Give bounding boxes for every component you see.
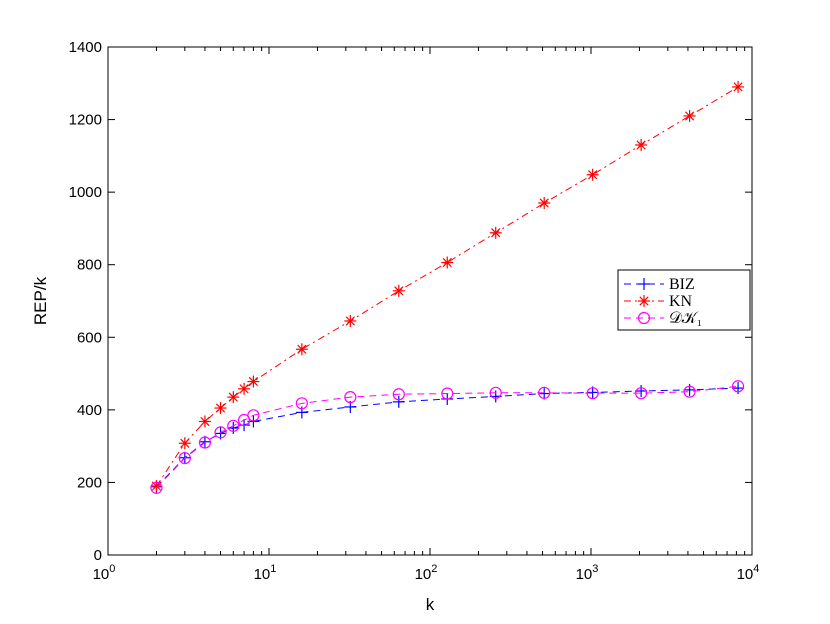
data-point xyxy=(227,422,240,434)
data-point xyxy=(198,435,211,448)
legend-label: KN xyxy=(669,293,693,310)
data-point xyxy=(586,386,599,399)
y-tick-label: 400 xyxy=(77,402,102,419)
legend-marker xyxy=(638,295,650,307)
y-tick-label: 1400 xyxy=(69,39,102,56)
y-tick-label: 600 xyxy=(77,329,102,346)
data-point xyxy=(344,391,357,404)
legend-marker xyxy=(638,278,650,290)
data-point xyxy=(586,387,599,400)
data-point xyxy=(635,138,648,151)
data-point xyxy=(489,226,502,239)
data-point xyxy=(295,397,308,410)
y-tick-label: 1000 xyxy=(69,184,102,201)
x-axis-label: k xyxy=(426,595,435,614)
data-point xyxy=(635,387,648,400)
data-point xyxy=(214,402,227,415)
y-tick-label: 0 xyxy=(94,547,102,564)
series-line-2 xyxy=(156,385,739,489)
x-tick-label: 102 xyxy=(415,563,438,583)
data-point xyxy=(178,437,191,450)
data-point xyxy=(238,382,251,395)
data-point xyxy=(538,197,551,210)
data-point xyxy=(392,284,405,297)
legend-box xyxy=(617,269,751,331)
ticks-layer: 100 101 102 103 104 0 200 400 600 800 1000 1200 1400 xyxy=(69,39,760,583)
data-point xyxy=(227,419,240,432)
data-point xyxy=(247,409,260,422)
data-point xyxy=(392,395,405,408)
legend-label: BIZ xyxy=(669,276,695,293)
data-point xyxy=(344,314,357,327)
data-point xyxy=(683,385,696,398)
y-tick-label: 800 xyxy=(77,257,102,274)
data-point xyxy=(731,380,745,393)
data-point xyxy=(214,426,227,439)
x-tick-label: 103 xyxy=(576,563,599,583)
y-tick-label: 200 xyxy=(77,474,102,491)
legend-label: 𝒟𝒦₁ xyxy=(669,310,702,327)
x-tick-label: 104 xyxy=(737,563,760,583)
y-axis-label: REP/k xyxy=(31,276,50,325)
data-point xyxy=(586,168,599,181)
series-layer xyxy=(150,80,745,494)
data-point xyxy=(441,387,454,400)
data-point xyxy=(227,391,240,404)
data-point xyxy=(683,109,696,122)
data-point xyxy=(489,386,502,399)
data-point xyxy=(198,415,211,428)
data-point xyxy=(178,452,191,465)
legend-marker xyxy=(637,311,651,325)
data-point xyxy=(392,388,405,401)
data-point xyxy=(538,387,551,400)
x-tick-label: 101 xyxy=(254,563,277,583)
y-tick-label: 1200 xyxy=(69,112,102,129)
data-point xyxy=(295,343,308,356)
data-point xyxy=(441,256,454,269)
data-point xyxy=(198,436,212,449)
data-point xyxy=(538,386,551,399)
data-point xyxy=(247,375,260,388)
x-tick-label: 100 xyxy=(93,563,116,583)
data-point xyxy=(732,80,745,93)
data-point xyxy=(150,481,163,494)
data-point xyxy=(635,384,648,397)
